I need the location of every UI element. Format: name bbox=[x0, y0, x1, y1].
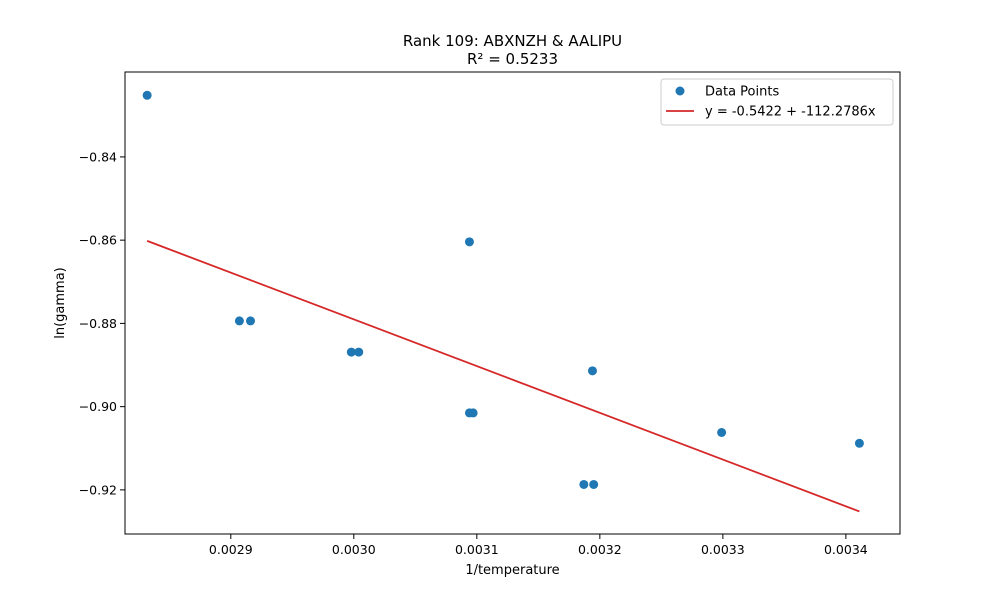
legend-box bbox=[660, 78, 894, 126]
chart-title: Rank 109: ABXNZH & AALIPU bbox=[403, 32, 622, 50]
x-tick-label: 0.0034 bbox=[824, 542, 868, 557]
data-point bbox=[142, 90, 152, 100]
y-tick-label: −0.92 bbox=[79, 482, 117, 497]
data-point bbox=[234, 316, 244, 326]
data-point bbox=[464, 237, 474, 247]
x-tick-label: 0.0033 bbox=[701, 542, 745, 557]
data-point bbox=[589, 479, 599, 489]
data-point bbox=[245, 316, 255, 326]
data-point bbox=[468, 408, 478, 418]
legend-marker-data-points bbox=[675, 86, 685, 96]
x-tick-label: 0.0030 bbox=[332, 542, 376, 557]
data-point bbox=[354, 347, 364, 357]
chart-subtitle: R² = 0.5233 bbox=[467, 50, 558, 68]
x-tick-label: 0.0032 bbox=[578, 542, 622, 557]
plot-area: 0.0029 0.0030 0.0031 0.0032 0.0033 0.0034 −0.8… bbox=[79, 71, 901, 557]
y-axis-label: ln(gamma) bbox=[53, 267, 68, 339]
data-point bbox=[587, 366, 597, 376]
legend-label-data-points: Data Points bbox=[705, 85, 779, 100]
legend: Data Points y = -0.5422 + -112.2786x bbox=[660, 78, 894, 126]
data-point bbox=[579, 479, 589, 489]
data-point bbox=[717, 427, 727, 437]
fit-line bbox=[146, 240, 860, 513]
x-tick-label: 0.0029 bbox=[209, 542, 253, 557]
data-point bbox=[346, 347, 356, 357]
axes-frame bbox=[124, 71, 901, 535]
data-point bbox=[854, 438, 864, 448]
legend-label-fit-line: y = -0.5422 + -112.2786x bbox=[705, 105, 876, 120]
y-tick-label: −0.84 bbox=[79, 149, 117, 164]
x-tick-label: 0.0031 bbox=[455, 542, 499, 557]
y-tick-label: −0.86 bbox=[79, 233, 117, 248]
y-tick-label: −0.90 bbox=[79, 399, 117, 414]
y-tick-label: −0.88 bbox=[79, 316, 117, 331]
x-axis-label: 1/temperature bbox=[465, 563, 559, 578]
